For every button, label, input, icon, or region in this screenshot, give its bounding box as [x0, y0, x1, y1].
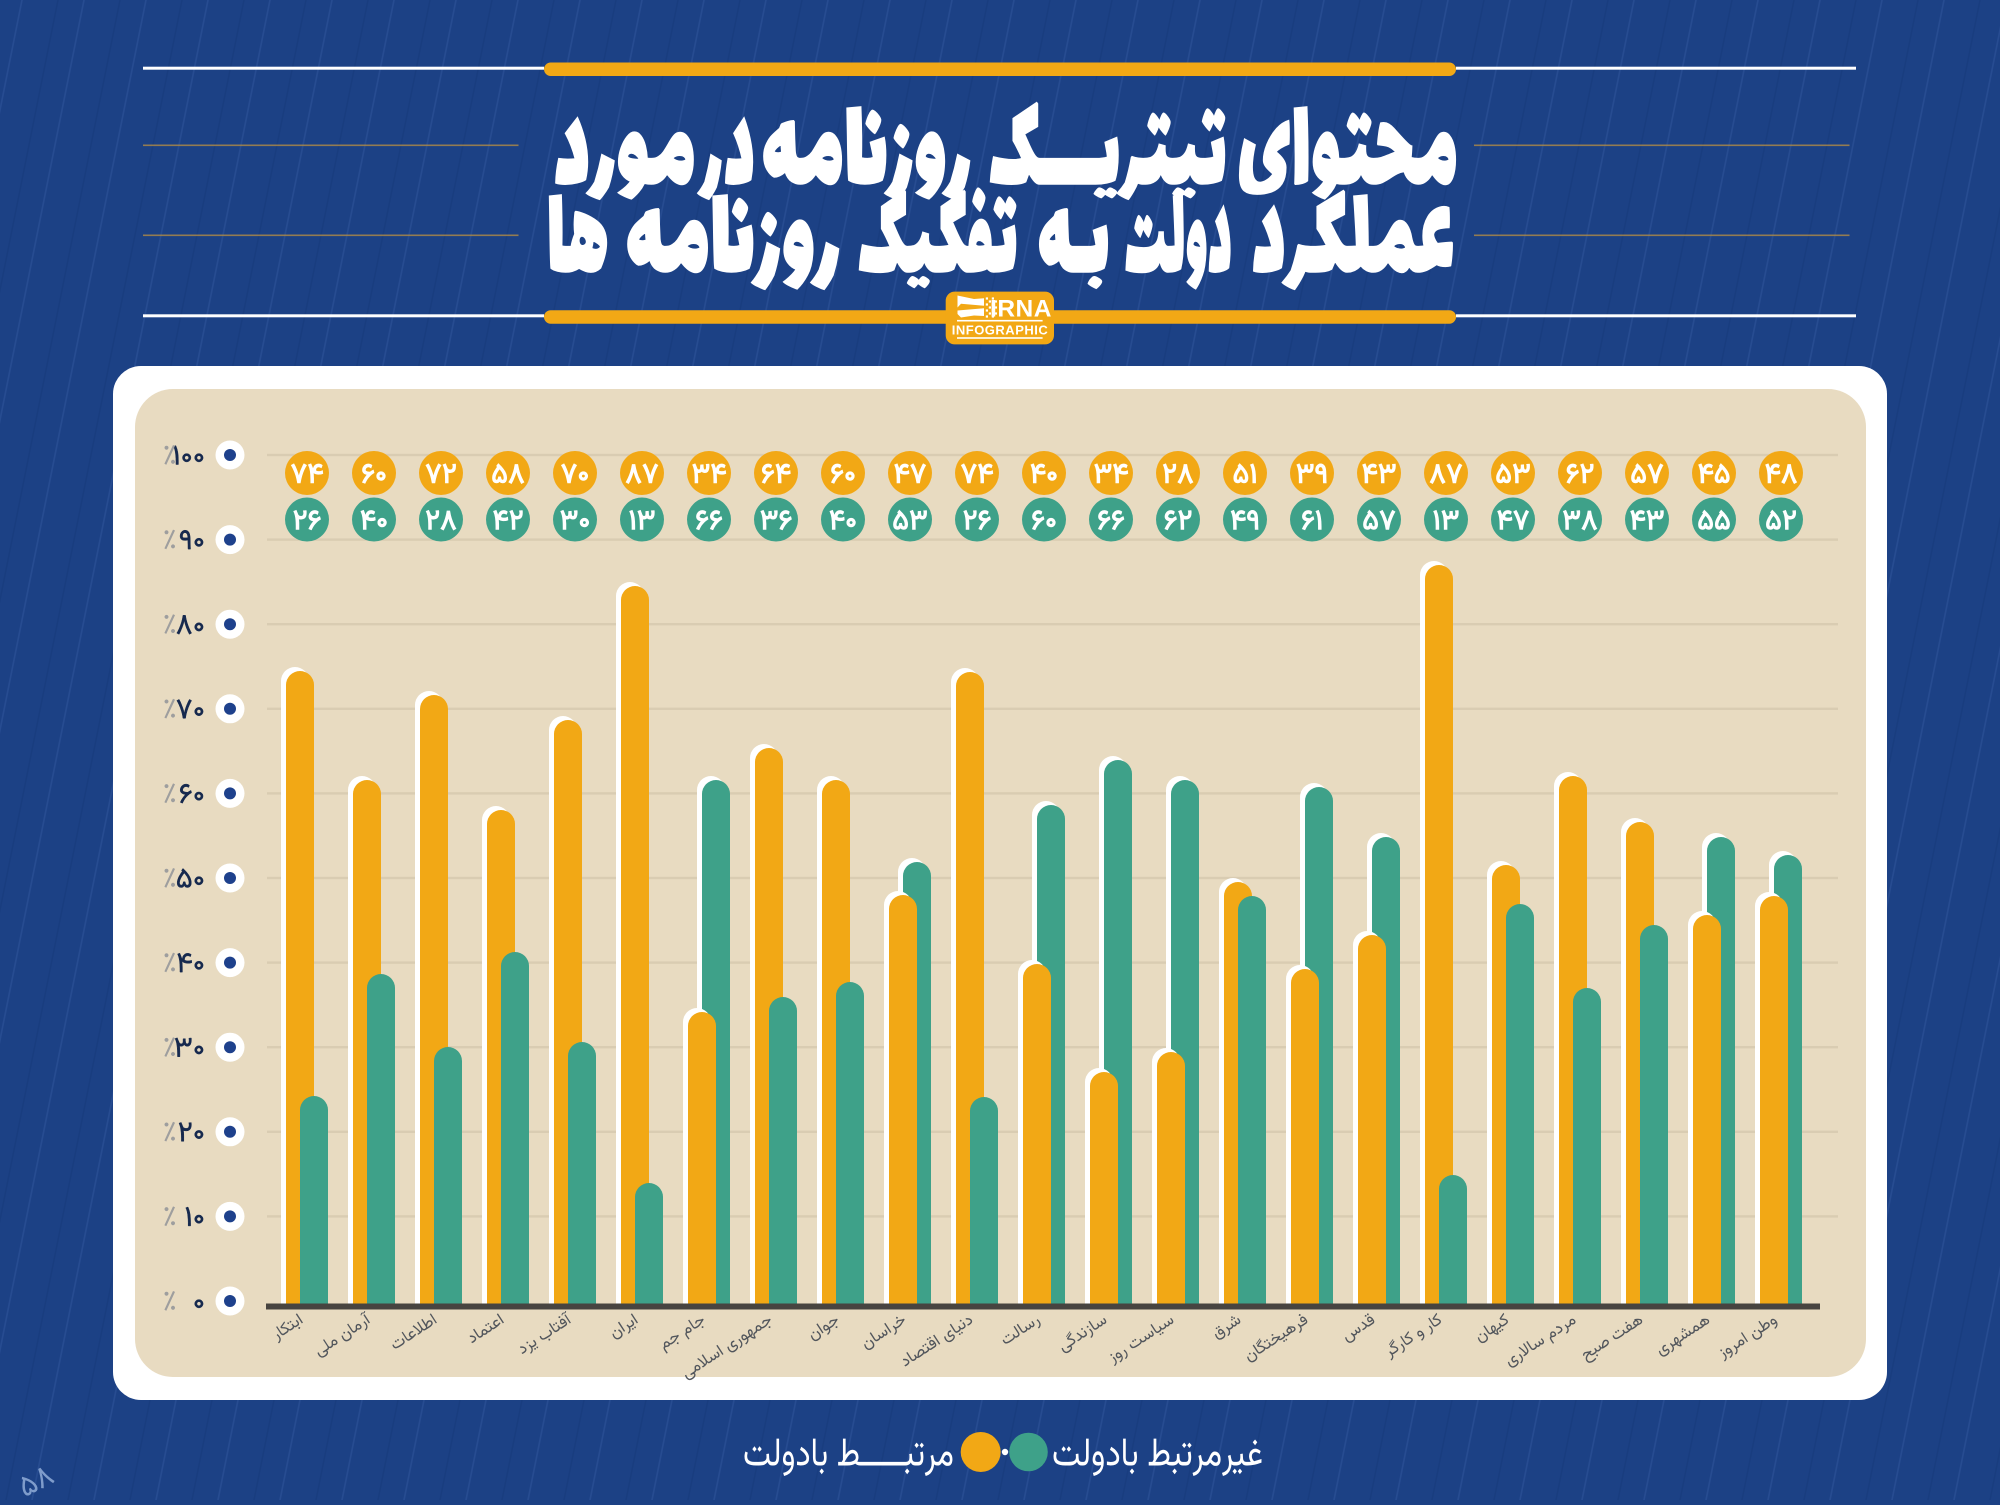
svg-text:INFOGRAPHIC: INFOGRAPHIC: [952, 323, 1049, 338]
svg-text:IRNA: IRNA: [990, 296, 1052, 323]
